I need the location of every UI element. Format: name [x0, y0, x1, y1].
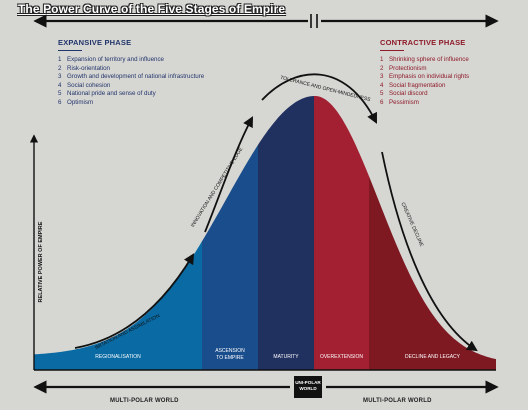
- diagram-title: The Power Curve of the Five Stages of Em…: [18, 2, 286, 16]
- expansive-trait: 6 Optimism: [58, 98, 94, 106]
- stage-label: OVEREXTENSION: [320, 354, 363, 360]
- expansive-rule: [58, 50, 82, 51]
- creative-decline-arrow: [381, 151, 478, 352]
- y-axis-label: RELATIVE POWER OF EMPIRE: [38, 221, 44, 302]
- stage-label: DECLINE AND LEGACY: [405, 354, 461, 360]
- stage-label: MATURITY: [273, 354, 299, 360]
- tolerance-label: TOLERANCE AND OPEN-MINDEDNESS: [280, 75, 372, 103]
- creative-decline-label: CREATIVE DECLINE: [399, 202, 424, 249]
- stage-band: [314, 96, 369, 370]
- imitation-arrow: [74, 253, 195, 349]
- expansive-trait: 3 Growth and development of national infr…: [58, 73, 205, 81]
- contractive-rule: [380, 50, 404, 51]
- contractive-phase-heading: CONTRACTIVE PHASE: [380, 38, 466, 47]
- stage-label: REGIONALISATION: [95, 354, 141, 360]
- contractive-traits-list: 1 Shrinking sphere of influence 2 Protecti…: [380, 56, 469, 108]
- multi-polar-right-label: MULTI-POLAR WORLD: [363, 398, 432, 404]
- stage-label: ASCENSION: [215, 348, 245, 354]
- contractive-trait: 6 Pessimism: [380, 98, 419, 106]
- expansive-trait: 1 Expansion of territory and influence: [58, 56, 164, 63]
- innovation-arrow: [204, 116, 254, 233]
- expansive-phase-heading: EXPANSIVE PHASE: [58, 38, 132, 47]
- axes: [29, 134, 496, 371]
- stage-band: [258, 96, 314, 370]
- stage-band: [202, 96, 258, 370]
- curve-arrows: [74, 73, 478, 352]
- expansive-trait: 5 National pride and sense of duty: [58, 90, 156, 98]
- uni-polar-badge: UNI-POLAR WORLD: [294, 376, 322, 398]
- contractive-trait: 5 Social discord: [380, 90, 428, 98]
- contractive-trait: 1 Shrinking sphere of influence: [380, 56, 469, 63]
- expansive-trait: 2 Risk-orientation: [58, 64, 110, 72]
- contractive-trait: 3 Emphasis on individual rights: [380, 73, 470, 81]
- contractive-trait: 4 Social fragmentation: [380, 81, 446, 89]
- multi-polar-left-label: MULTI-POLAR WORLD: [110, 398, 179, 404]
- contractive-trait: 2 Protectionism: [380, 64, 427, 72]
- phase-divider-arrow: [33, 14, 499, 28]
- expansive-trait: 4 Social cohesion: [58, 81, 111, 89]
- stage-label: TO EMPIRE: [216, 355, 244, 361]
- tolerance-arrow: [261, 73, 377, 124]
